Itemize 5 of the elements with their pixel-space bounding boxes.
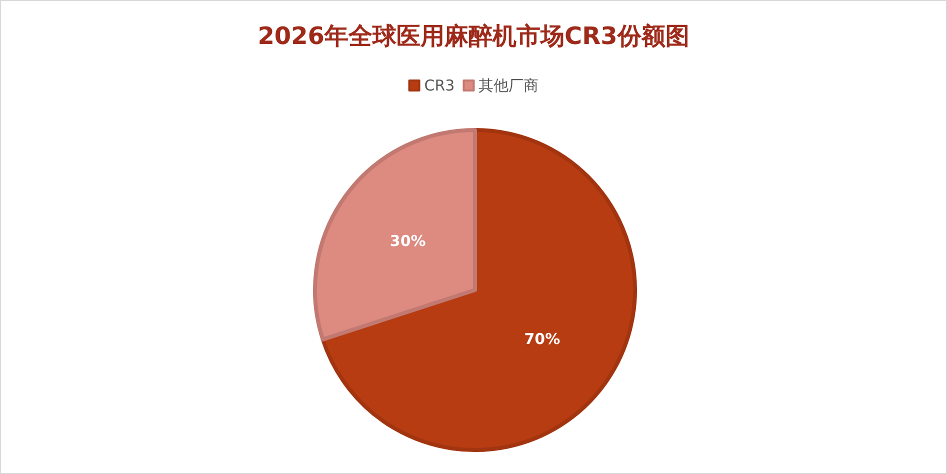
legend-label: 其他厂商 <box>478 76 539 94</box>
chart-title: 2026年全球医用麻醉机市场CR3份额图 <box>258 22 690 50</box>
data-label: 30% <box>390 232 426 250</box>
data-label: 70% <box>524 330 560 348</box>
legend-label: CR3 <box>424 76 455 94</box>
